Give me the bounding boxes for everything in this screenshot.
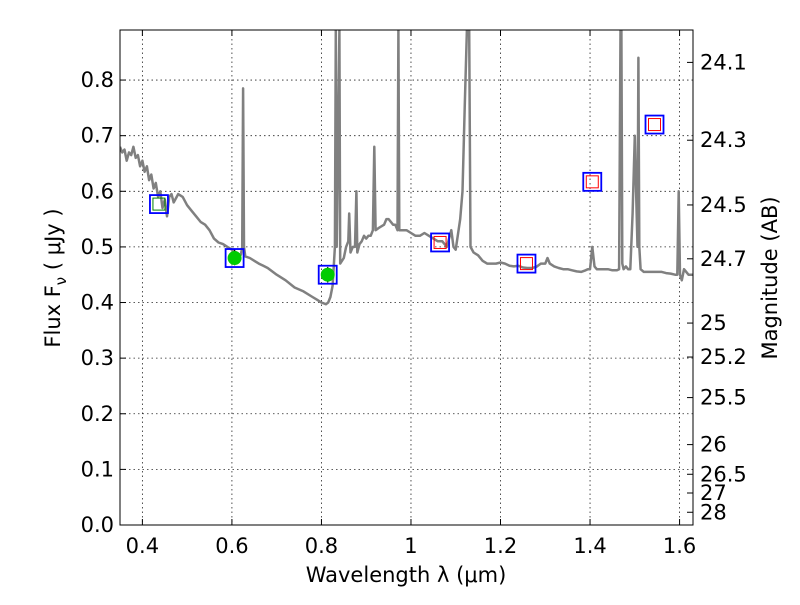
photometry-inner-square (519, 257, 533, 271)
photometry-inner-square (433, 235, 447, 249)
y-tick-label: 0.8 (81, 68, 114, 92)
x-axis-label: Wavelength λ (μm) (306, 563, 507, 587)
photometry-square (224, 248, 245, 268)
y-axis-label-subscript: ν (52, 277, 70, 285)
photometry-inner-square (585, 175, 599, 189)
y2-axis-label: Magnitude (AB) (758, 196, 782, 359)
y-axis-label-unit: ( μJy ) (41, 208, 65, 276)
spectrum-line (120, 30, 693, 306)
y-tick-label: 0.2 (81, 402, 114, 426)
x-tick-label: 1 (404, 534, 417, 558)
photometry-square (149, 194, 169, 214)
y2-tick-label: 26.5 (700, 462, 747, 486)
photometry-square (430, 232, 450, 253)
y-tick-label: 0.3 (81, 346, 114, 370)
tick-layer: 0.4 0.6 0.8 1 1.2 1.4 1.6 0.0 0.1 0.2 0.3 0.4 0.5 0.6… (81, 30, 747, 558)
y2-tick-label: 25 (700, 311, 727, 335)
photometry-point (224, 248, 245, 268)
y-tick-label: 0.5 (81, 235, 114, 259)
photometry-inner-square (648, 118, 662, 132)
y2-tick-label: 24.5 (700, 193, 747, 217)
photometry-dot (320, 267, 335, 282)
y-tick-label: 0.6 (81, 179, 114, 203)
y2-tick-label: 27 (700, 481, 727, 505)
y-tick-label: 0.7 (81, 124, 114, 148)
photometry-square (516, 253, 537, 274)
photometry-point (644, 114, 665, 135)
photometry-square (644, 114, 665, 135)
series-layer (120, 30, 693, 306)
photometry-point (430, 232, 450, 253)
photometry-inner-square (152, 197, 166, 211)
x-tick-label: 0.8 (305, 534, 338, 558)
photometry-point (582, 171, 603, 192)
y-tick-label: 0.1 (81, 457, 114, 481)
x-tick-label: 1.2 (484, 534, 517, 558)
plot-frame (119, 29, 694, 526)
y2-tick-label: 24.3 (700, 128, 747, 152)
y-axis-label-main: Flux F (41, 285, 65, 347)
marker-layer (149, 114, 665, 285)
y2-tick-label: 24.7 (700, 247, 747, 271)
photometry-square (317, 264, 338, 285)
photometry-point (516, 253, 537, 274)
x-tick-label: 0.6 (215, 534, 248, 558)
photometry-square (582, 171, 603, 192)
x-tick-label: 1.6 (663, 534, 696, 558)
y2-tick-label: 25.5 (700, 386, 747, 410)
photometry-point (149, 194, 169, 214)
x-tick-label: 0.4 (126, 534, 159, 558)
photometry-dot (227, 251, 242, 266)
y-tick-label: 0.4 (81, 291, 114, 315)
y2-tick-label: 28 (700, 500, 727, 524)
grid-layer (120, 30, 693, 526)
y2-tick-label: 25.2 (700, 345, 747, 369)
y-axis-label: Flux Fν ( μJy ) (41, 208, 70, 347)
photometry-point (317, 264, 338, 285)
y2-tick-label: 24.1 (700, 50, 747, 74)
x-tick-label: 1.4 (573, 534, 606, 558)
y-tick-label: 0.0 (81, 513, 114, 537)
y2-tick-label: 26 (700, 433, 727, 457)
